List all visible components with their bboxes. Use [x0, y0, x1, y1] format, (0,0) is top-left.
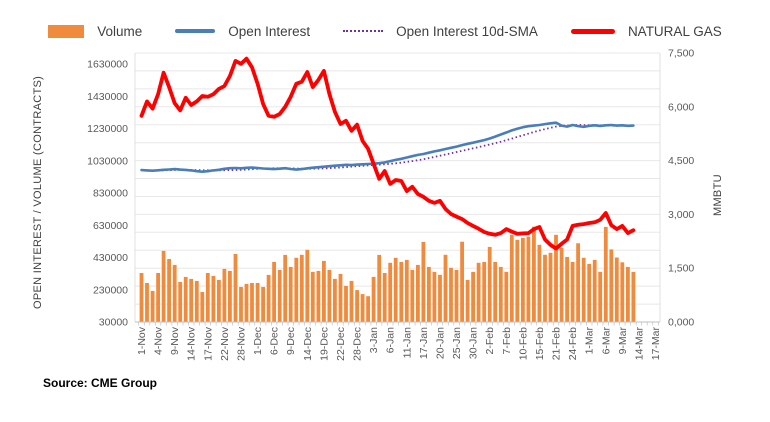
svg-text:1030000: 1030000 [87, 155, 128, 167]
source-note: Source: CME Group [43, 376, 158, 390]
open-interest-swatch-icon [175, 29, 216, 33]
svg-text:28-Nov: 28-Nov [236, 326, 248, 361]
svg-text:17-Mar: 17-Mar [650, 327, 662, 361]
legend-label: NATURAL GAS [627, 23, 722, 39]
svg-text:1-Nov: 1-Nov [136, 326, 148, 355]
svg-text:6-Dec: 6-Dec [269, 327, 281, 355]
svg-text:3-Jan: 3-Jan [368, 327, 380, 353]
svg-text:19-Dec: 19-Dec [318, 327, 330, 361]
legend-item-natural-gas: NATURAL GAS [570, 23, 722, 39]
svg-text:6-Mar: 6-Mar [600, 326, 612, 354]
svg-text:9-Mar: 9-Mar [617, 326, 629, 354]
svg-text:4-Nov: 4-Nov [153, 326, 165, 355]
right-axis-title: MMBTU [712, 174, 724, 216]
svg-text:1630000: 1630000 [87, 59, 128, 71]
svg-text:4,500: 4,500 [668, 155, 694, 167]
svg-text:10-Feb: 10-Feb [517, 327, 529, 360]
svg-text:28-Dec: 28-Dec [352, 327, 364, 361]
legend-item-oi-sma: Open Interest 10d-SMA [343, 24, 538, 39]
legend-label: Volume [97, 23, 143, 39]
volume-swatch-icon [48, 24, 85, 38]
svg-text:14-Nov: 14-Nov [186, 326, 198, 361]
svg-text:20-Jan: 20-Jan [435, 327, 447, 359]
legend-item-volume: Volume [48, 24, 142, 39]
svg-text:6,000: 6,000 [668, 101, 694, 113]
svg-text:24-Feb: 24-Feb [567, 327, 579, 360]
svg-text:3,000: 3,000 [668, 209, 694, 221]
svg-text:630000: 630000 [93, 220, 128, 232]
svg-text:30-Jan: 30-Jan [468, 327, 480, 359]
svg-text:30000: 30000 [99, 317, 128, 329]
svg-text:14-Dec: 14-Dec [302, 327, 314, 361]
svg-text:230000: 230000 [93, 284, 128, 296]
svg-text:25-Jan: 25-Jan [451, 327, 463, 359]
svg-text:22-Nov: 22-Nov [219, 326, 231, 361]
svg-text:0,000: 0,000 [668, 317, 694, 329]
svg-text:6-Jan: 6-Jan [385, 327, 397, 353]
svg-text:14-Mar: 14-Mar [633, 327, 645, 361]
svg-text:430000: 430000 [93, 252, 128, 264]
sma-dotted-swatch-icon [343, 30, 384, 32]
svg-text:17-Nov: 17-Nov [202, 326, 214, 361]
svg-text:9-Dec: 9-Dec [285, 327, 297, 355]
svg-text:22-Dec: 22-Dec [335, 327, 347, 361]
natural-gas-swatch-icon [570, 28, 615, 34]
svg-text:1,500: 1,500 [668, 263, 694, 275]
legend-label: Open Interest [228, 23, 311, 39]
svg-text:7-Feb: 7-Feb [501, 327, 513, 355]
left-axis-title: OPEN INTEREST / VOLUME (CONTRACTS) [32, 75, 44, 310]
legend-label: Open Interest 10d-SMA [396, 23, 538, 39]
svg-text:21-Feb: 21-Feb [551, 327, 563, 360]
svg-text:1230000: 1230000 [87, 123, 128, 135]
svg-text:1430000: 1430000 [87, 91, 128, 103]
svg-text:1-Dec: 1-Dec [252, 327, 264, 355]
svg-text:7,500: 7,500 [668, 48, 694, 60]
legend-item-open-interest: Open Interest [175, 24, 310, 39]
svg-text:9-Nov: 9-Nov [169, 326, 181, 355]
svg-text:11-Jan: 11-Jan [401, 327, 413, 358]
svg-text:830000: 830000 [93, 188, 128, 200]
svg-text:17-Jan: 17-Jan [418, 327, 430, 359]
chart-legend: Volume Open Interest Open Interest 10d-S… [0, 18, 770, 44]
svg-text:15-Feb: 15-Feb [534, 327, 546, 360]
svg-text:1-Mar: 1-Mar [584, 326, 596, 354]
svg-text:2-Feb: 2-Feb [484, 327, 496, 355]
